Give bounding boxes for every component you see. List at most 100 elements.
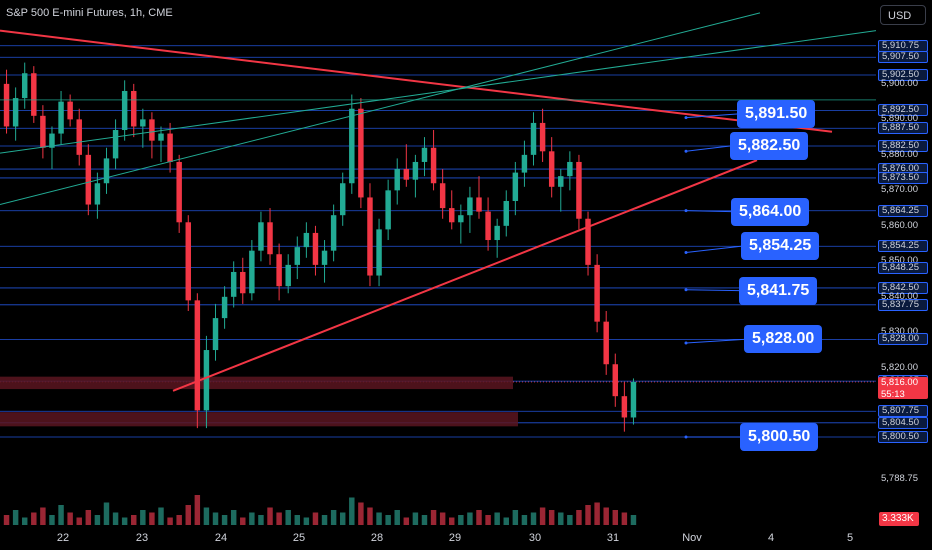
current-price-tag: 5,816.00 55:13 bbox=[878, 376, 928, 400]
volume-bar bbox=[94, 515, 101, 525]
volume-bar bbox=[548, 510, 555, 525]
volume-bar bbox=[230, 510, 237, 525]
volume-bar bbox=[394, 510, 400, 525]
candle-body bbox=[612, 364, 619, 397]
callout-connector bbox=[685, 289, 740, 292]
candle-body bbox=[176, 161, 182, 223]
callout-connector bbox=[685, 245, 742, 253]
price-axis-label: 5,854.25 bbox=[878, 240, 928, 253]
volume-bar bbox=[539, 507, 546, 525]
volume-bar bbox=[240, 517, 246, 525]
candle-body bbox=[385, 190, 391, 230]
candle-body bbox=[240, 271, 246, 294]
candle-body bbox=[585, 218, 591, 265]
candle-body bbox=[67, 101, 73, 120]
volume-bar bbox=[567, 515, 573, 525]
volume-bar bbox=[630, 515, 637, 525]
candle-body bbox=[249, 250, 255, 294]
supply-demand-zones bbox=[0, 376, 518, 427]
currency-selector[interactable]: USD bbox=[880, 5, 926, 25]
candle-body bbox=[49, 133, 55, 148]
volume-bar bbox=[585, 505, 591, 525]
price-axis-label: 5,860.00 bbox=[881, 219, 918, 231]
candle-body bbox=[158, 133, 164, 141]
volume-bar bbox=[512, 510, 519, 525]
callout-connector bbox=[685, 338, 745, 344]
candlesticks bbox=[3, 62, 637, 432]
bar-countdown: 55:13 bbox=[881, 388, 905, 400]
volume-bar bbox=[249, 512, 255, 525]
candle-body bbox=[594, 264, 600, 322]
price-axis-label: 5,864.25 bbox=[878, 204, 928, 217]
price-axis-label: 5,882.50 bbox=[878, 139, 928, 152]
candle-body bbox=[567, 161, 573, 177]
price-callout: 5,891.50 bbox=[737, 100, 816, 129]
volume-bar bbox=[112, 512, 119, 525]
time-axis-label: 23 bbox=[135, 532, 149, 544]
candle-body bbox=[303, 232, 310, 248]
candle-body bbox=[230, 271, 237, 297]
volume-bar bbox=[76, 517, 82, 525]
candle-body bbox=[149, 119, 155, 141]
candle-body bbox=[603, 321, 609, 365]
volume-bar bbox=[58, 505, 64, 525]
candle-body bbox=[21, 73, 28, 99]
candle-body bbox=[31, 73, 37, 116]
volume-bar bbox=[503, 517, 509, 525]
price-axis-label: 5,892.50 bbox=[878, 104, 928, 117]
volume-bar bbox=[131, 515, 137, 525]
price-axis-label: 5,902.50 bbox=[878, 69, 928, 81]
candle-body bbox=[267, 222, 273, 255]
candle-body bbox=[558, 176, 564, 187]
volume-bar bbox=[176, 515, 182, 525]
price-axis[interactable] bbox=[876, 0, 932, 550]
volume-bar bbox=[476, 510, 482, 525]
time-axis-label: 4 bbox=[767, 532, 775, 544]
volume-bar bbox=[103, 502, 110, 525]
channel-line bbox=[0, 30, 877, 154]
candle-body bbox=[276, 254, 282, 287]
candle-body bbox=[40, 115, 46, 148]
candle-body bbox=[312, 232, 319, 265]
candle-body bbox=[512, 172, 519, 201]
time-axis-label: 30 bbox=[528, 532, 542, 544]
callout-connector bbox=[685, 210, 732, 213]
candle-body bbox=[121, 90, 128, 131]
callout-anchor bbox=[684, 341, 688, 345]
volume-bar bbox=[40, 507, 46, 525]
candle-body bbox=[576, 161, 582, 219]
candle-body bbox=[530, 122, 537, 155]
volume-bar bbox=[439, 512, 446, 525]
chart-title: S&P 500 E-mini Futures, 1h, CME bbox=[6, 7, 173, 19]
volume-bar bbox=[267, 507, 273, 525]
time-axis-label: 5 bbox=[846, 532, 854, 544]
volume-bar bbox=[621, 512, 628, 525]
price-axis-label: 5,837.75 bbox=[878, 298, 928, 311]
volume-bars bbox=[3, 495, 637, 525]
volume-bar bbox=[358, 502, 364, 525]
time-axis-label: 31 bbox=[606, 532, 620, 544]
candle-body bbox=[221, 296, 228, 319]
candle-body bbox=[412, 161, 419, 180]
price-axis-label: 5,807.75 bbox=[878, 405, 928, 418]
price-callout: 5,854.25 bbox=[741, 232, 820, 261]
volume-bar bbox=[167, 517, 173, 525]
price-axis-label: 5,890.00 bbox=[881, 113, 918, 125]
candle-body bbox=[194, 300, 201, 411]
support-trendline bbox=[172, 159, 758, 392]
volume-bar bbox=[140, 510, 146, 525]
volume-bar bbox=[385, 515, 391, 525]
volume-bar bbox=[321, 515, 328, 525]
current-price-value: 5,816.00 bbox=[881, 376, 918, 388]
volume-bar bbox=[312, 512, 319, 525]
candle-body bbox=[58, 101, 64, 134]
candle-body bbox=[521, 154, 528, 173]
price-axis-label: 5,907.50 bbox=[878, 51, 928, 64]
candle-body bbox=[330, 215, 337, 251]
price-axis-label: 5,804.50 bbox=[878, 416, 928, 429]
volume-bar bbox=[485, 515, 491, 525]
candle-body bbox=[85, 154, 92, 205]
callout-anchor bbox=[684, 435, 688, 439]
candle-body bbox=[140, 119, 146, 127]
